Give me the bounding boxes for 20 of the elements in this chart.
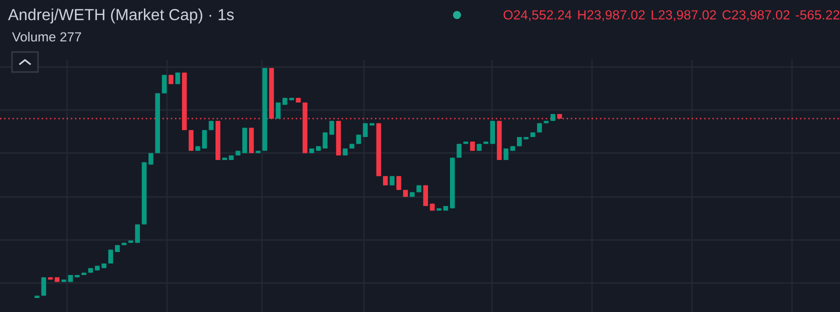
chart-title: Andrej/WETH (Market Cap) · 1s	[8, 8, 234, 24]
candlestick	[108, 249, 114, 264]
candlestick	[537, 122, 542, 134]
text: -565.22	[796, 10, 840, 20]
candlestick	[356, 134, 362, 145]
candlestick	[362, 122, 368, 138]
text: H23,987.02	[578, 10, 645, 22]
candlestick	[382, 175, 388, 186]
candlestick	[390, 175, 395, 186]
candlestick	[276, 102, 281, 120]
text: O24,552.24	[504, 10, 572, 22]
candlestick	[396, 175, 402, 191]
text: L23,987.02	[652, 10, 716, 22]
candlestick	[188, 129, 194, 152]
candlestick	[202, 129, 207, 150]
candlestick	[470, 140, 475, 152]
candlestick	[162, 74, 167, 94]
candlestick	[135, 224, 140, 244]
text: C23,987.02	[722, 10, 790, 22]
text: Volume 277	[12, 32, 82, 42]
